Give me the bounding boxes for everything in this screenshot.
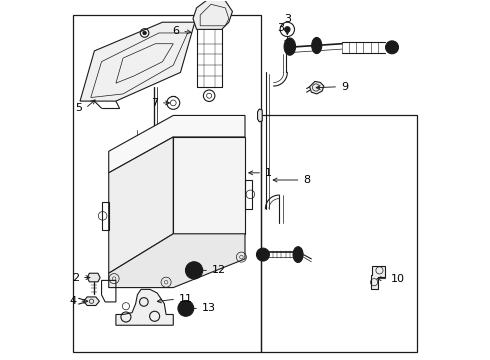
Polygon shape (80, 22, 195, 101)
Text: 7: 7 (151, 98, 158, 108)
Polygon shape (193, 0, 232, 30)
Polygon shape (109, 234, 245, 288)
Circle shape (186, 262, 203, 279)
Circle shape (143, 31, 147, 35)
Text: 3: 3 (284, 14, 291, 24)
Circle shape (256, 248, 270, 261)
Text: 6: 6 (172, 26, 179, 36)
Bar (261, 116, 417, 352)
Polygon shape (173, 137, 245, 234)
Text: 11: 11 (179, 294, 193, 304)
Text: 1: 1 (265, 168, 272, 178)
Text: 10: 10 (392, 274, 405, 284)
Polygon shape (310, 81, 324, 94)
Text: 2: 2 (72, 273, 79, 283)
Circle shape (386, 41, 398, 54)
Circle shape (285, 27, 290, 32)
Polygon shape (370, 266, 385, 289)
Text: 4: 4 (69, 296, 76, 306)
Polygon shape (258, 109, 262, 122)
Bar (73, 15, 261, 352)
Ellipse shape (293, 247, 303, 262)
Ellipse shape (284, 38, 295, 55)
Ellipse shape (312, 37, 322, 54)
Text: 13: 13 (202, 303, 216, 314)
Text: 8: 8 (303, 175, 311, 185)
Circle shape (178, 301, 194, 316)
Text: 3: 3 (277, 23, 285, 33)
Text: 5: 5 (75, 103, 82, 113)
Polygon shape (87, 273, 100, 282)
Polygon shape (84, 297, 99, 306)
Polygon shape (109, 137, 173, 273)
Text: 9: 9 (341, 82, 348, 92)
Text: 12: 12 (212, 265, 226, 275)
Polygon shape (116, 289, 173, 325)
Polygon shape (109, 116, 245, 173)
